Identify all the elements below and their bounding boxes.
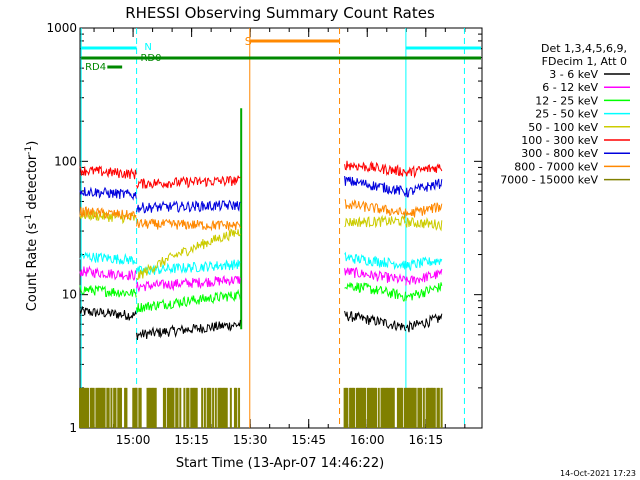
legend-header-2: FDecim 1, Att 0 — [542, 55, 627, 68]
x-tick-label: 15:45 — [291, 433, 326, 447]
series-trace — [405, 216, 443, 232]
series-trace — [405, 178, 443, 198]
legend-label: 300 - 800 keV — [521, 147, 598, 160]
series-trace — [405, 163, 443, 179]
series-trace — [344, 282, 406, 303]
plot-area: 1 10 100 1000 15:00 15:15 15:30 15:45 16:00 16:15… — [46, 21, 483, 447]
series-trace — [405, 282, 443, 302]
series-trace — [79, 306, 137, 321]
series-3-6-kev — [79, 306, 443, 340]
x-tick-label: 15:30 — [233, 433, 268, 447]
y-label-mid: detector — [25, 154, 40, 214]
series-300-800-kev — [79, 175, 443, 214]
y-label-pre: Count Rate (s — [25, 223, 40, 312]
series-trace — [79, 186, 137, 201]
series-trace — [136, 319, 241, 340]
y-tick-label: 10 — [62, 288, 77, 302]
rd0-label: RD0 — [140, 53, 161, 64]
series-trace — [79, 265, 137, 282]
series-7000-15000-kev — [79, 387, 443, 428]
legend-label: 50 - 100 keV — [528, 121, 598, 134]
series-12-25-kev — [79, 282, 443, 313]
series-trace — [405, 313, 443, 333]
x-tick-label: 15:00 — [116, 433, 151, 447]
series-trace — [344, 199, 406, 219]
series-100-300-kev — [79, 160, 443, 190]
footer-date: 14-Oct-2021 17:23 — [560, 469, 636, 478]
legend-label: 3 - 6 keV — [549, 68, 598, 81]
series-trace — [344, 310, 406, 332]
legend-label: 12 - 25 keV — [535, 94, 598, 107]
series-trace — [79, 285, 137, 298]
y-tick-label: 1 — [69, 421, 77, 435]
series-trace — [136, 259, 241, 276]
rd4-label: RD4 — [85, 62, 106, 73]
y-axis-label: Count Rate (s-1 detector-1) — [24, 141, 40, 312]
y-label-sup1: -1 — [24, 214, 34, 223]
series-trace — [136, 228, 241, 281]
legend-label: 7000 - 15000 keV — [500, 174, 598, 187]
series-trace — [405, 268, 443, 286]
series-800-7000-kev — [79, 199, 443, 232]
x-axis-label: Start Time (13-Apr-07 14:46:22) — [176, 456, 384, 471]
x-tick-label: 16:15 — [409, 433, 444, 447]
y-label-post: ) — [25, 141, 40, 146]
legend-label: 6 - 12 keV — [542, 81, 598, 94]
y-tick-label: 1000 — [46, 21, 77, 35]
series-trace — [344, 266, 406, 284]
series-trace — [136, 199, 241, 214]
series-trace — [136, 275, 241, 293]
saa-label: S — [245, 35, 252, 48]
legend-label: 100 - 300 keV — [521, 134, 598, 147]
series-trace — [79, 209, 137, 225]
series-trace — [136, 218, 241, 232]
series-trace — [136, 288, 241, 313]
night-label: N — [144, 42, 151, 53]
y-label-sup2: -1 — [24, 146, 34, 155]
series-trace — [405, 202, 443, 218]
series-trace — [344, 214, 406, 229]
legend: Det 1,3,4,5,6,9, FDecim 1, Att 0 3 - 6 k… — [500, 42, 630, 187]
series-25-50-kev — [79, 251, 443, 276]
x-tick-label: 16:00 — [350, 433, 385, 447]
series-50-100-kev — [79, 209, 443, 281]
legend-label: 25 - 50 keV — [535, 108, 598, 121]
plot-frame — [79, 27, 483, 429]
chart-title: RHESSI Observing Summary Count Rates — [125, 4, 435, 22]
series-trace — [136, 175, 241, 190]
legend-label: 800 - 7000 keV — [514, 160, 598, 173]
series-trace — [344, 251, 406, 271]
series-trace — [79, 165, 137, 180]
y-tick-label: 100 — [54, 154, 77, 168]
series-trace — [344, 175, 406, 197]
series-trace — [79, 206, 137, 221]
x-tick-label: 15:15 — [174, 433, 209, 447]
series-trace — [79, 251, 137, 265]
series-trace — [344, 160, 406, 177]
legend-header-1: Det 1,3,4,5,6,9, — [541, 42, 627, 55]
series-6-12-kev — [79, 265, 443, 293]
series-trace — [405, 256, 443, 272]
